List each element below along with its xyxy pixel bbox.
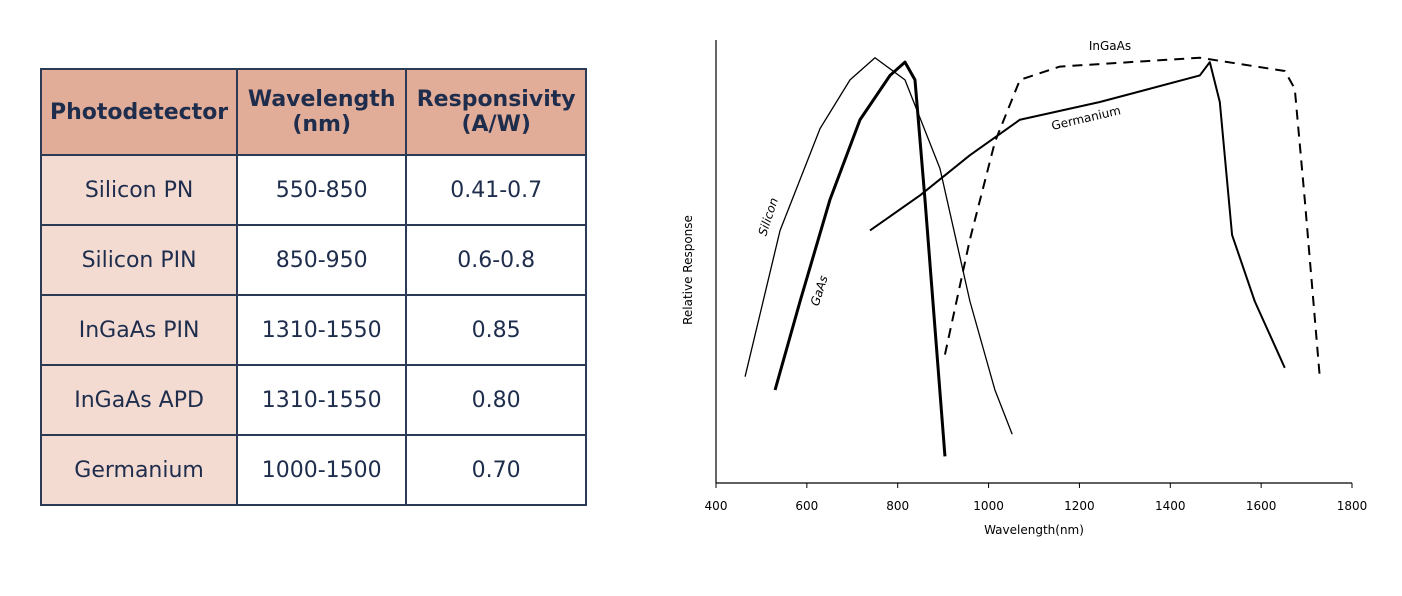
y-axis-label: Relative Response <box>681 215 695 325</box>
x-tick-label: 1600 <box>1246 499 1277 513</box>
table-cell: InGaAs PIN <box>39 294 239 366</box>
header-cell: Responsivity (A/W) <box>405 68 588 156</box>
header-row: Photodetector Wavelength (nm) Responsivity… <box>39 68 588 156</box>
header-cell: Photodetector <box>39 68 239 156</box>
series-line <box>869 61 1286 369</box>
series-line <box>773 60 947 457</box>
table-cell: InGaAs APD <box>39 364 239 436</box>
table-cell: 0.41-0.7 <box>405 154 588 226</box>
table-row: Silicon PN 550-850 0.41-0.7 <box>39 154 588 226</box>
table-row: Silicon PIN 850-950 0.6-0.8 <box>39 224 588 296</box>
x-tick-label: 1800 <box>1337 499 1368 513</box>
table-cell: 1000-1500 <box>236 434 408 506</box>
x-tick-label: 1000 <box>973 499 1004 513</box>
table-cell: Germanium <box>39 434 239 506</box>
x-axis-label: Wavelength(nm) <box>984 523 1084 537</box>
table-cell: 1310-1550 <box>236 294 408 366</box>
table-row: InGaAs PIN 1310-1550 0.85 <box>39 294 588 366</box>
table-cell: 0.80 <box>405 364 588 436</box>
table-cell: Silicon PN <box>39 154 239 226</box>
table-cell: 0.6-0.8 <box>405 224 588 296</box>
x-tick-label: 400 <box>705 499 728 513</box>
x-tick-label: 1200 <box>1064 499 1095 513</box>
table-body: Silicon PN 550-850 0.41-0.7 Silicon PIN 850-… <box>39 154 588 506</box>
detector-table: Photodetector Wavelength (nm) Responsivity… <box>39 68 588 506</box>
table-row: InGaAs APD 1310-1550 0.80 <box>39 364 588 436</box>
line-label: Germanium <box>1050 103 1122 133</box>
x-tick-label: 1400 <box>1155 499 1186 513</box>
x-tick-label: 800 <box>886 499 909 513</box>
table-cell: 1310-1550 <box>236 364 408 436</box>
line-label: GaAs <box>808 274 831 308</box>
line-label: InGaAs <box>1089 39 1131 53</box>
series-line <box>943 56 1321 377</box>
table-cell: Silicon PIN <box>39 224 239 296</box>
line-label: Silicon <box>755 196 780 238</box>
table-cell: 550-850 <box>236 154 408 226</box>
header-cell: Wavelength (nm) <box>236 68 408 156</box>
table-row: Germanium 1000-1500 0.70 <box>39 434 588 506</box>
table-cell: 850-950 <box>236 224 408 296</box>
x-tick-label: 600 <box>795 499 818 513</box>
table-cell: 0.70 <box>405 434 588 506</box>
series-line <box>744 57 1013 435</box>
table-cell: 0.85 <box>405 294 588 366</box>
